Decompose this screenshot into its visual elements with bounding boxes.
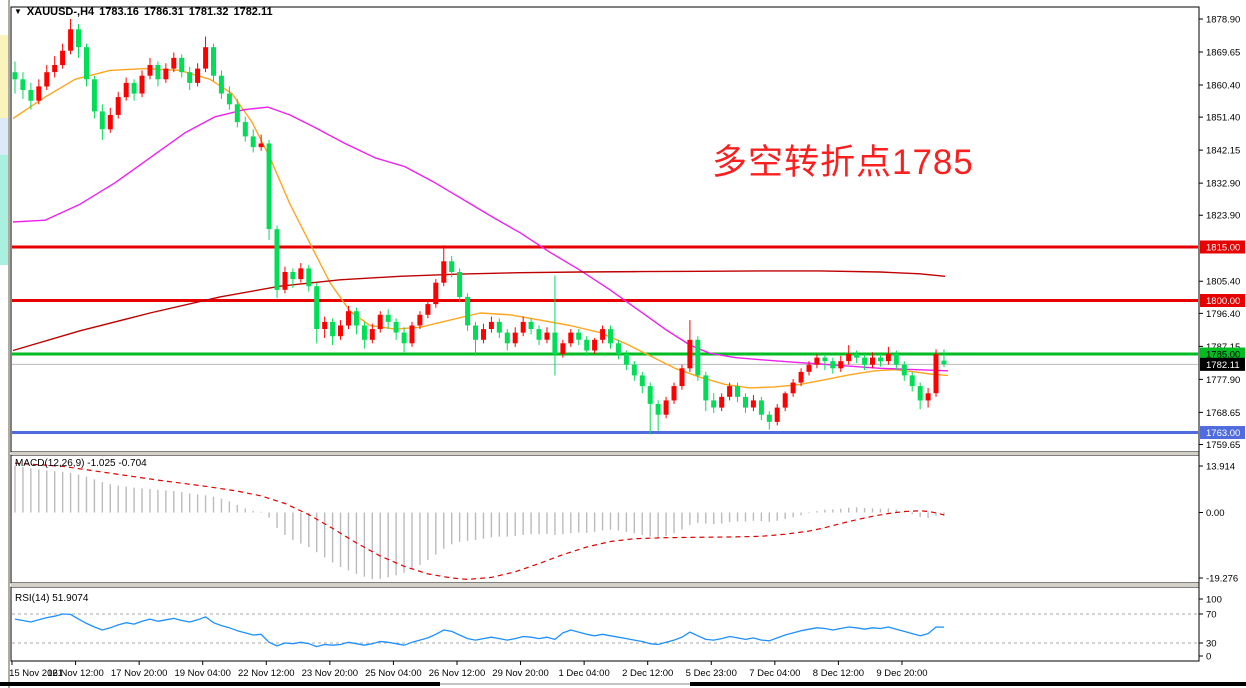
- svg-text:26 Nov 12:00: 26 Nov 12:00: [429, 668, 486, 679]
- macd-panel[interactable]: [14, 462, 945, 581]
- svg-text:30: 30: [1206, 639, 1217, 650]
- svg-text:1851.40: 1851.40: [1206, 113, 1240, 124]
- svg-text:19 Nov 04:00: 19 Nov 04:00: [174, 668, 231, 679]
- rsi-line: [14, 613, 945, 648]
- ma-slowest-darkred: [12, 270, 946, 352]
- svg-text:1815.00: 1815.00: [1206, 242, 1240, 253]
- rsi-indicator-label: RSI(14) 51.9074: [15, 593, 88, 604]
- svg-text:8 Dec 12:00: 8 Dec 12:00: [813, 668, 864, 679]
- high-value: 1786.31: [143, 6, 184, 18]
- symbol-timeframe-label: XAUUSD-,H4: [26, 6, 95, 18]
- svg-text:15 Nov 2021: 15 Nov 2021: [9, 668, 63, 679]
- ma-slow-magenta: [12, 106, 949, 372]
- svg-text:2 Dec 12:00: 2 Dec 12:00: [622, 668, 673, 679]
- svg-text:1832.90: 1832.90: [1206, 179, 1240, 190]
- svg-text:25 Nov 04:00: 25 Nov 04:00: [365, 668, 422, 679]
- svg-text:17 Nov 20:00: 17 Nov 20:00: [111, 668, 168, 679]
- svg-text:1777.90: 1777.90: [1206, 375, 1240, 386]
- svg-text:0.00: 0.00: [1206, 508, 1225, 519]
- svg-text:9 Dec 20:00: 9 Dec 20:00: [876, 668, 927, 679]
- macd-name: MACD(12,26,9): [15, 458, 85, 469]
- svg-text:1785.00: 1785.00: [1206, 350, 1240, 361]
- chart-annotation-text[interactable]: 多空转折点1785: [712, 143, 974, 182]
- svg-text:16 Nov 12:00: 16 Nov 12:00: [47, 668, 104, 679]
- svg-text:1787.15: 1787.15: [1206, 342, 1240, 353]
- macd-values: -1.025 -0.704: [87, 458, 147, 469]
- svg-text:1768.65: 1768.65: [1206, 408, 1240, 419]
- svg-text:1869.65: 1869.65: [1206, 48, 1240, 59]
- low-value: 1781.32: [188, 6, 229, 18]
- macd-indicator-label: MACD(12,26,9) -1.025 -0.704: [15, 458, 147, 469]
- svg-text:1763.00: 1763.00: [1206, 428, 1240, 439]
- ma-fast-orange: [12, 67, 949, 389]
- svg-text:-19.276: -19.276: [1206, 574, 1238, 585]
- svg-text:1805.40: 1805.40: [1206, 277, 1240, 288]
- price-axis[interactable]: 1878.90 1869.65 1860.40 1851.40 1842.15 1832.…: [1198, 7, 1245, 663]
- svg-text:1878.90: 1878.90: [1206, 15, 1240, 26]
- rsi-value: 51.9074: [52, 593, 89, 604]
- macd-signal-line: [14, 462, 945, 581]
- svg-text:22 Nov 12:00: 22 Nov 12:00: [238, 668, 295, 679]
- open-value: 1783.16: [99, 6, 139, 18]
- svg-text:1842.15: 1842.15: [1206, 146, 1240, 157]
- svg-text:1759.65: 1759.65: [1206, 440, 1240, 451]
- svg-text:1860.40: 1860.40: [1206, 81, 1240, 92]
- svg-text:1796.40: 1796.40: [1206, 309, 1240, 320]
- svg-text:5 Dec 23:00: 5 Dec 23:00: [686, 668, 737, 679]
- svg-text:1 Dec 04:00: 1 Dec 04:00: [559, 668, 610, 679]
- rsi-panel[interactable]: [12, 613, 1198, 648]
- svg-text:23 Nov 20:00: 23 Nov 20:00: [302, 668, 359, 679]
- svg-text:1823.90: 1823.90: [1206, 211, 1240, 222]
- svg-text:1800.00: 1800.00: [1206, 296, 1240, 307]
- rsi-name: RSI(14): [15, 593, 50, 604]
- candlestick-series: [12, 19, 947, 435]
- svg-text:1782.11: 1782.11: [1206, 360, 1240, 371]
- svg-text:100: 100: [1206, 595, 1222, 606]
- svg-text:29 Nov 20:00: 29 Nov 20:00: [492, 668, 549, 679]
- main-price-panel[interactable]: [12, 19, 1198, 435]
- chevron-down-icon[interactable]: ▼: [14, 7, 22, 16]
- svg-text:0: 0: [1206, 652, 1211, 663]
- svg-text:70: 70: [1206, 610, 1217, 621]
- close-value: 1782.11: [233, 6, 273, 18]
- svg-text:13.914: 13.914: [1206, 462, 1235, 473]
- svg-text:7 Dec 04:00: 7 Dec 04:00: [749, 668, 800, 679]
- chart-title-bar: ▼ XAUUSD-,H4 1783.16 1786.31 1781.32 178…: [14, 6, 273, 18]
